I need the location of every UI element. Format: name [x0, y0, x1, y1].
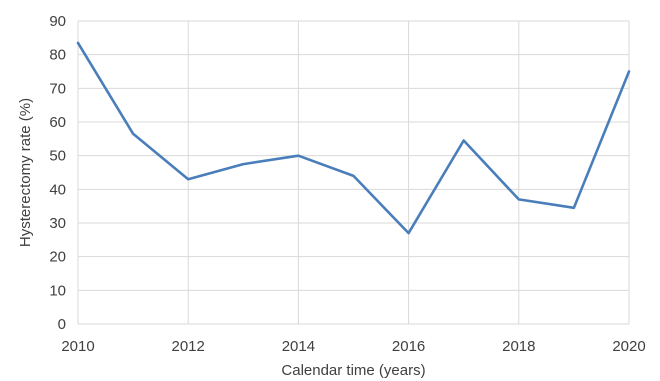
x-axis-ticks: 2010 2012 2014 2016 2018 2020 — [61, 338, 645, 355]
series-line — [76, 41, 631, 235]
y-tick-label: 30 — [49, 215, 66, 232]
y-tick-label: 50 — [49, 148, 66, 165]
x-tick-label: 2016 — [392, 338, 425, 355]
y-tick-label: 0 — [58, 316, 66, 333]
y-tick-label: 20 — [49, 249, 66, 266]
x-tick-label: 2010 — [61, 338, 94, 355]
gridlines — [77, 20, 630, 325]
y-tick-label: 10 — [49, 282, 66, 299]
y-tick-label: 80 — [49, 47, 66, 64]
x-tick-label: 2012 — [172, 338, 205, 355]
y-tick-label: 70 — [49, 80, 66, 97]
x-tick-label: 2014 — [282, 338, 315, 355]
x-tick-label: 2018 — [502, 338, 535, 355]
y-tick-label: 90 — [49, 13, 66, 30]
series-group — [76, 41, 631, 235]
y-axis-title: Hysterectomy rate (%) — [17, 98, 34, 247]
y-axis-ticks: 0 10 20 30 40 50 60 70 80 90 — [49, 13, 66, 333]
x-axis-title: Calendar time (years) — [281, 362, 425, 379]
x-tick-label: 2020 — [612, 338, 645, 355]
y-tick-label: 60 — [49, 114, 66, 131]
y-tick-label: 40 — [49, 181, 66, 198]
